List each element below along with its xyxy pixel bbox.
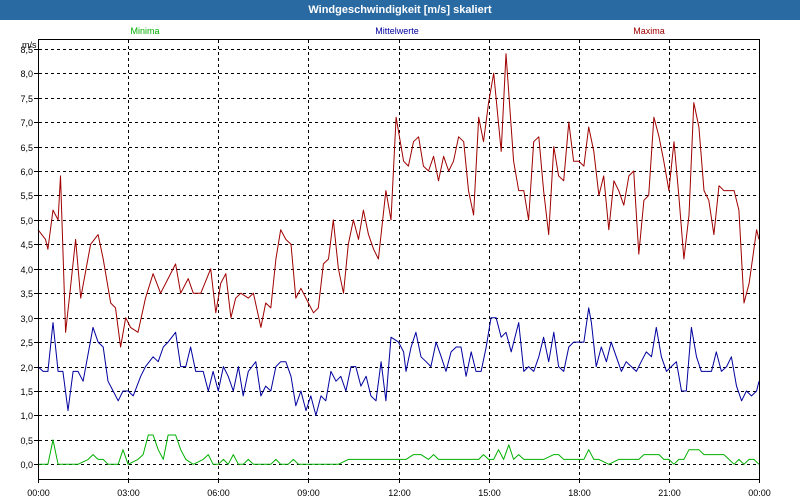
- series-line-minima: [38, 434, 760, 465]
- legend-entry-minima: Minima: [130, 26, 159, 36]
- x-tick-time-label: 21:00: [658, 488, 681, 498]
- x-tick-time-label: 03:00: [117, 488, 140, 498]
- x-tick-time-label: 09:00: [297, 488, 320, 498]
- y-tick-label: 3,0: [20, 314, 33, 324]
- y-tick-label: 3,5: [20, 289, 33, 299]
- y-tick-label: 1,5: [20, 387, 33, 397]
- x-tick-time-label: 15:00: [478, 488, 501, 498]
- grid: [39, 40, 759, 479]
- y-tick-label: 0,0: [20, 460, 33, 470]
- y-tick-label: 2,0: [20, 363, 33, 373]
- y-tick-label: 2,5: [20, 338, 33, 348]
- y-tick-label: 0,5: [20, 436, 33, 446]
- y-tick-label: 8,5: [20, 45, 33, 55]
- window-title: Windgeschwindigkeit [m/s] skaliert: [0, 0, 800, 20]
- series-line-mittelwerte: [37, 307, 760, 416]
- wind-speed-chart: 0,0 0,5 1,0 1,5 2,0 2,5 3,0 3,5 4,0 4,5 5,0 5,5 6,0 6…: [0, 20, 800, 500]
- legend-entry-mittelwerte: Mittelwerte: [375, 26, 419, 36]
- y-tick-label: 5,0: [20, 216, 33, 226]
- y-tick-label: 6,0: [20, 167, 33, 177]
- y-tick-label: 7,5: [20, 94, 33, 104]
- x-tick-time-label: 00:00: [27, 488, 50, 498]
- x-tick-time-label: 12:00: [388, 488, 411, 498]
- y-tick-label: 6,5: [20, 143, 33, 153]
- y-tick-label: 1,0: [20, 411, 33, 421]
- y-tick-label: 4,5: [20, 240, 33, 250]
- y-tick-label: 7,0: [20, 118, 33, 128]
- y-tick-label: 4,0: [20, 265, 33, 275]
- x-tick-time-label: 18:00: [568, 488, 591, 498]
- x-tick-time-label: 06:00: [207, 488, 230, 498]
- x-tick-time-label: 00:00: [748, 488, 771, 498]
- series-lines: [37, 53, 760, 465]
- y-tick-label: 5,5: [20, 191, 33, 201]
- y-tick-label: 8,0: [20, 69, 33, 79]
- legend: Minima Mittelwerte Maxima: [130, 26, 664, 36]
- chart-background: [0, 20, 800, 500]
- series-line-maxima: [37, 53, 760, 348]
- y-axis-label: m/s: [22, 40, 37, 50]
- legend-entry-maxima: Maxima: [633, 26, 665, 36]
- axes: 0,0 0,5 1,0 1,5 2,0 2,5 3,0 3,5 4,0 4,5 5,0 5,5 6,0 6…: [20, 40, 771, 498]
